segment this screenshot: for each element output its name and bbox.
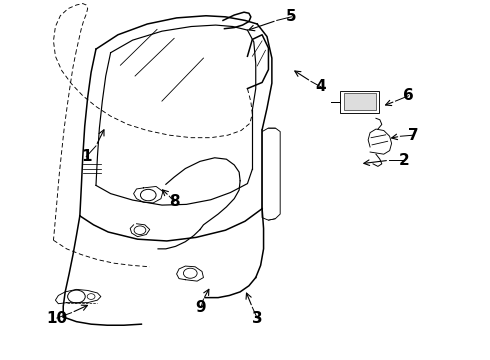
Circle shape [141, 189, 156, 201]
Text: 3: 3 [252, 311, 263, 325]
Text: 7: 7 [408, 128, 419, 143]
Text: 9: 9 [196, 300, 206, 315]
Polygon shape [343, 93, 376, 111]
Circle shape [87, 294, 95, 300]
Text: 1: 1 [81, 149, 92, 164]
Circle shape [134, 226, 146, 234]
Circle shape [68, 290, 85, 303]
Text: 5: 5 [286, 9, 297, 24]
Text: 2: 2 [398, 153, 409, 168]
Circle shape [183, 268, 197, 278]
Polygon shape [340, 91, 379, 113]
Text: 4: 4 [316, 79, 326, 94]
Text: 10: 10 [47, 311, 68, 325]
Text: 8: 8 [169, 194, 179, 209]
Polygon shape [262, 128, 280, 220]
Text: 6: 6 [403, 88, 414, 103]
